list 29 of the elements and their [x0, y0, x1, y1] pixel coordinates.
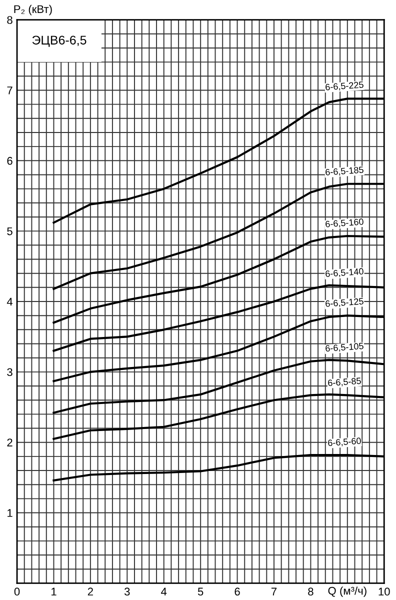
series-label: 6-6,5-185 [325, 166, 364, 177]
y-tick-label: 1 [8, 509, 12, 517]
x-tick-label: 8 [308, 588, 314, 596]
y-tick-label: 5 [7, 227, 12, 236]
y-axis-title: P₂ (кВт) [14, 4, 52, 16]
y-tick-label: 4 [6, 298, 13, 306]
x-tick-label: 5 [198, 588, 204, 596]
x-tick-label: 6 [234, 588, 240, 596]
y-tick-label: 6 [7, 156, 12, 165]
series-label: 6-6,5-225 [325, 81, 364, 92]
y-tick-label: 3 [7, 368, 12, 376]
series-label: 6-6,5-60 [328, 438, 362, 448]
x-tick-label: 10 [378, 588, 390, 596]
x-tick-label: 3 [124, 588, 130, 596]
x-axis-title: Q (м³/ч) [328, 586, 366, 597]
x-tick-label: 0 [14, 588, 20, 596]
x-tick-label: 2 [88, 588, 93, 596]
series-label: 6-6,5-125 [325, 298, 364, 308]
y-tick-label: 8 [7, 16, 12, 24]
x-tick-label: 7 [271, 588, 277, 596]
y-tick-label: 2 [7, 438, 12, 446]
y-tick-label: 7 [7, 86, 12, 94]
x-tick-label: 4 [161, 588, 167, 596]
series-label: 6-6,5-85 [328, 378, 362, 388]
text: ЭЦВ6-6,5 [32, 36, 86, 47]
series-label: 6-6,5-105 [325, 342, 364, 353]
series-label: 6-6,5-160 [325, 218, 364, 228]
x-tick-label: 1 [51, 588, 56, 596]
series-label: 6-6,5-140 [325, 268, 364, 278]
